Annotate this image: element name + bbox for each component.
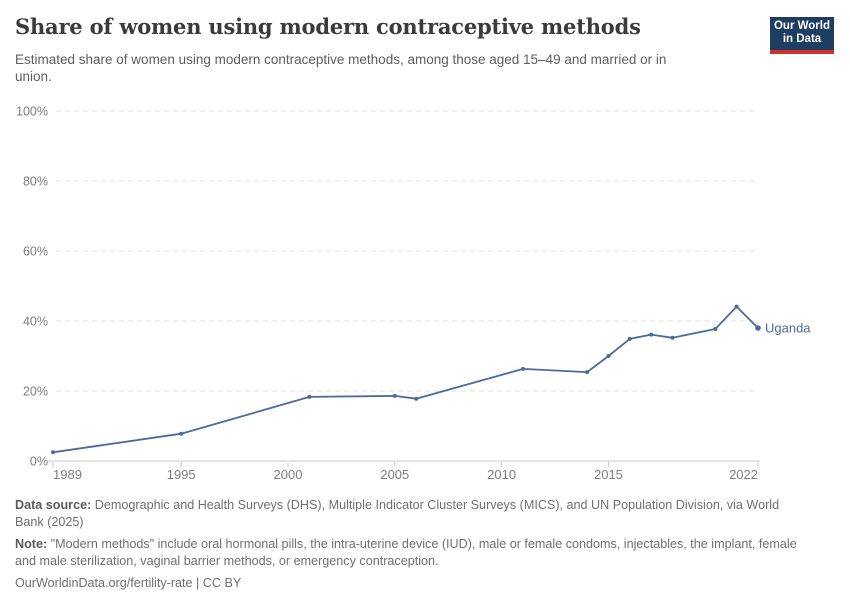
- note-line1: "Modern methods" include oral hormonal p…: [50, 537, 797, 551]
- y-axis-label: 40%: [23, 315, 48, 329]
- data-point-marker[interactable]: [670, 335, 675, 340]
- license-text[interactable]: OurWorldinData.org/fertility-rate | CC B…: [15, 576, 242, 590]
- data-point-marker[interactable]: [606, 354, 611, 358]
- data-source-text: Data source: Demographic and Health Surv…: [15, 497, 833, 531]
- y-axis-label: 100%: [16, 105, 48, 119]
- data-source-label: Data source:: [15, 498, 92, 512]
- x-axis-label: 2022: [729, 467, 758, 482]
- data-point-marker[interactable]: [734, 304, 739, 309]
- y-axis-label: 60%: [23, 245, 48, 259]
- owid-logo-text: Our World in Data: [770, 17, 834, 50]
- data-point-marker[interactable]: [585, 370, 590, 375]
- x-axis-label: 2000: [274, 467, 303, 482]
- data-point-marker[interactable]: [755, 325, 761, 331]
- data-point-marker[interactable]: [713, 327, 718, 331]
- subtitle-line1: Estimated share of women using modern co…: [15, 52, 667, 67]
- data-point-marker[interactable]: [51, 450, 55, 455]
- owid-logo-line1: Our World: [773, 20, 830, 32]
- x-axis-label: 1995: [167, 467, 196, 482]
- owid-logo[interactable]: Our World in Data: [770, 17, 834, 54]
- note-text: Note: "Modern methods" include oral horm…: [15, 536, 833, 570]
- x-axis-label: 2005: [380, 467, 409, 482]
- data-point-marker[interactable]: [521, 366, 525, 371]
- page-subtitle: Estimated share of women using modern co…: [15, 51, 666, 85]
- subtitle-line2: union.: [15, 69, 52, 84]
- data-point-marker[interactable]: [627, 336, 632, 341]
- data-point-marker[interactable]: [392, 393, 397, 398]
- series-end-label[interactable]: Uganda: [765, 321, 811, 336]
- line-chart[interactable]: 0% 20% 40% 60% 80% 100% 1989 1995 2000 2005 2010 20…: [0, 0, 850, 492]
- y-axis-label: 0%: [30, 455, 48, 469]
- y-axis-label: 20%: [23, 385, 48, 399]
- x-axis-label: 2010: [487, 467, 516, 482]
- series-line-uganda[interactable]: [52, 305, 759, 454]
- data-point-marker[interactable]: [649, 332, 654, 337]
- page-title: Share of women using modern contraceptiv…: [15, 14, 641, 39]
- data-source-line2: Bank (2025): [15, 515, 84, 529]
- y-axis-label: 80%: [23, 175, 48, 189]
- note-label: Note:: [15, 537, 48, 551]
- x-axis-label: 1989: [53, 467, 82, 482]
- note-line2: and male sterilization, vaginal barrier …: [15, 554, 439, 568]
- x-axis-label: 2015: [594, 467, 623, 482]
- data-point-marker[interactable]: [179, 431, 184, 436]
- chart-footer: Data source: Demographic and Health Surv…: [15, 497, 833, 597]
- data-point-marker[interactable]: [414, 396, 419, 401]
- owid-logo-red-bar: [770, 50, 834, 54]
- owid-logo-line2: in Data: [782, 33, 822, 45]
- data-source-line1: Demographic and Health Surveys (DHS), Mu…: [94, 498, 780, 512]
- data-point-marker[interactable]: [307, 394, 312, 399]
